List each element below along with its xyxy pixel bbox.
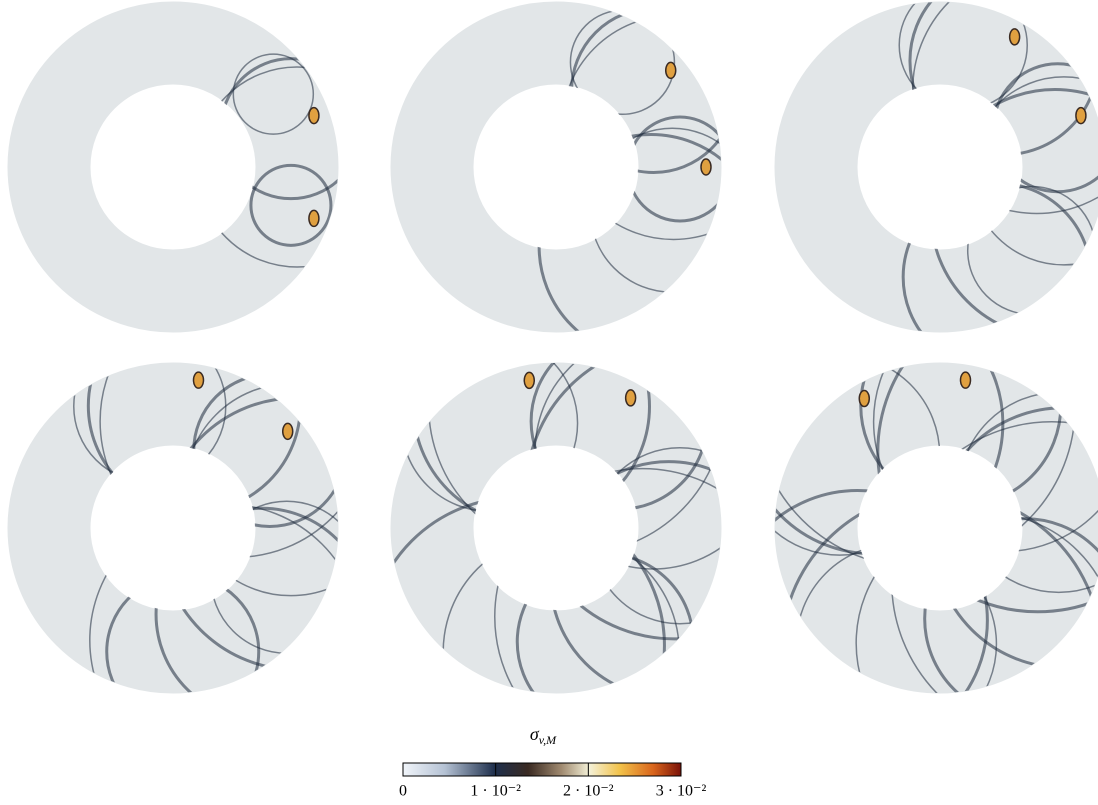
inner-hole — [474, 446, 638, 610]
hot-spot — [700, 158, 712, 176]
wave-front — [249, 163, 333, 247]
wave-fronts — [73, 363, 338, 693]
wave-front — [232, 53, 315, 135]
inner-hole — [91, 446, 255, 610]
panels — [7, 1, 1098, 694]
annulus — [774, 1, 1098, 333]
wave-fronts — [474, 6, 721, 332]
inner-hole — [858, 446, 1022, 610]
inner-hole — [474, 85, 638, 249]
hot-spot — [1008, 28, 1021, 46]
hot-spot — [858, 389, 871, 408]
colorbar-tick-label: 1 · 10⁻² — [470, 783, 521, 800]
hot-spot — [959, 371, 972, 389]
hot-spot — [192, 371, 205, 389]
colorbar-tick-label: 3 · 10⁻² — [656, 783, 707, 800]
wave-front — [775, 488, 989, 693]
colorbar-title: σv,M — [530, 724, 557, 747]
wave-front — [876, 363, 1098, 614]
wave-fronts — [91, 53, 338, 268]
hot-spot — [308, 209, 320, 228]
colorbar-tick-label: 0 — [399, 783, 407, 800]
colorbar — [402, 762, 682, 777]
wave-front — [494, 467, 721, 693]
inner-hole — [858, 85, 1022, 249]
hot-spot — [523, 371, 536, 390]
hot-spot — [624, 389, 637, 407]
wave-fronts — [858, 2, 1098, 332]
hot-spot — [664, 61, 677, 80]
hot-spot — [281, 422, 294, 441]
annulus — [7, 362, 339, 694]
inner-hole — [91, 85, 255, 249]
colorbar-ticks: 0 1 · 10⁻² 2 · 10⁻² 3 · 10⁻² — [399, 763, 706, 800]
hot-spot — [1075, 106, 1087, 125]
wave-fronts — [775, 363, 1098, 693]
colorbar-tick-label: 2 · 10⁻² — [563, 783, 614, 800]
wave-front — [154, 506, 338, 693]
hot-spot — [308, 106, 320, 125]
wave-front — [912, 2, 1098, 215]
